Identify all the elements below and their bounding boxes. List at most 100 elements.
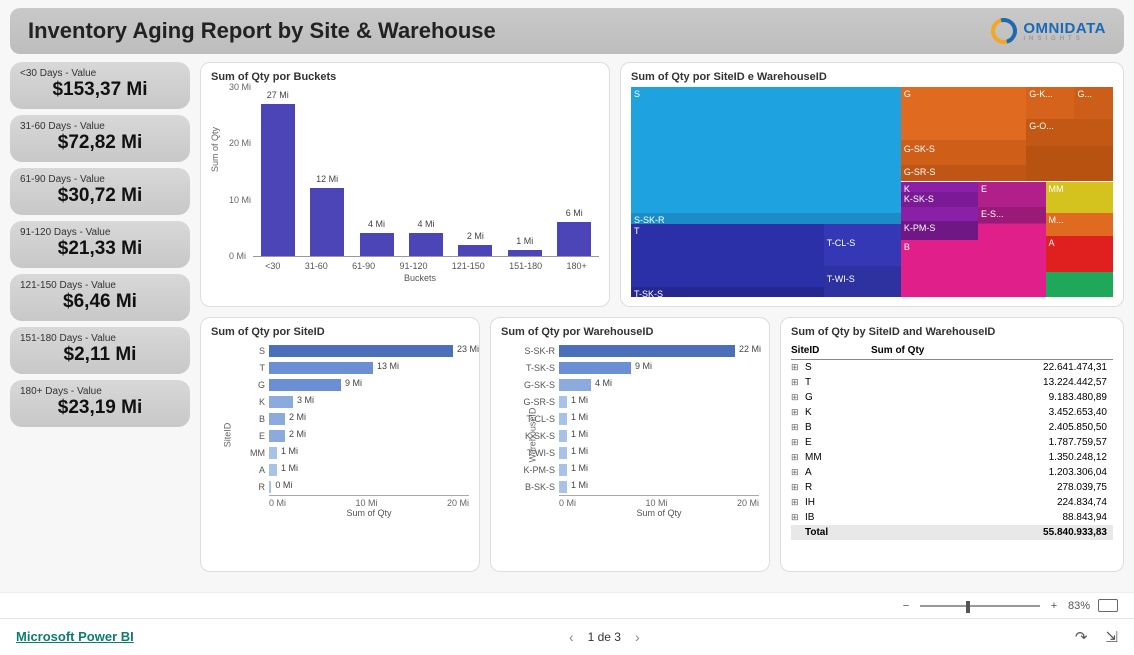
treemap-node[interactable]: M... (1046, 213, 1113, 236)
treemap-node[interactable]: K-SK-S (901, 192, 978, 207)
table-row[interactable]: ⊞T13.224.442,57 (791, 375, 1113, 390)
table-panel[interactable]: Sum of Qty by SiteID and WarehouseID Sit… (780, 317, 1124, 572)
treemap-node[interactable]: S (631, 87, 901, 213)
panel-title: Sum of Qty por WarehouseID (501, 326, 759, 338)
treemap-node[interactable]: G-SR-S (901, 165, 1026, 182)
expand-icon[interactable]: ⊞ (791, 497, 805, 508)
bar[interactable]: 12 Mi (310, 188, 344, 256)
fit-to-page-icon[interactable] (1098, 599, 1118, 612)
hbar-row[interactable]: T-CL-S1 Mi (519, 410, 759, 427)
kpi-card[interactable]: 180+ Days - Value$23,19 Mi (10, 380, 190, 427)
hbar-row[interactable]: K3 Mi (229, 393, 469, 410)
powerbi-link[interactable]: Microsoft Power BI (16, 629, 134, 644)
expand-icon[interactable]: ⊞ (791, 377, 805, 388)
table-row[interactable]: ⊞G9.183.480,89 (791, 390, 1113, 405)
hbar-row[interactable]: T13 Mi (229, 359, 469, 376)
hbar-row[interactable]: T-WI-S1 Mi (519, 444, 759, 461)
kpi-card[interactable]: <30 Days - Value$153,37 Mi (10, 62, 190, 109)
table-row[interactable]: ⊞A1.203.306,04 (791, 465, 1113, 480)
treemap-node[interactable]: T-CL-S (824, 224, 901, 266)
treemap-node[interactable]: G-O... (1026, 119, 1113, 146)
prev-page-button[interactable]: ‹ (569, 629, 574, 645)
treemap-node[interactable]: T-SK-S (631, 287, 824, 298)
treemap-node[interactable]: MM (1046, 182, 1113, 214)
next-page-button[interactable]: › (635, 629, 640, 645)
col-qty[interactable]: Sum of Qty (871, 345, 1113, 356)
kpi-card[interactable]: 31-60 Days - Value$72,82 Mi (10, 115, 190, 162)
hbar-bar (269, 362, 373, 374)
treemap-node[interactable]: T-WI-S (824, 266, 901, 298)
table-row[interactable]: ⊞MM1.350.248,12 (791, 450, 1113, 465)
col-siteid[interactable]: SiteID (791, 345, 871, 356)
expand-icon[interactable]: ⊞ (791, 452, 805, 463)
treemap-node[interactable]: E-S... (978, 207, 1045, 224)
bar[interactable]: 4 Mi (360, 233, 394, 256)
table-row[interactable]: ⊞IB88.843,94 (791, 510, 1113, 525)
expand-icon[interactable]: ⊞ (791, 407, 805, 418)
hbar-bar (269, 396, 293, 408)
treemap-node[interactable]: G... (1074, 87, 1113, 119)
hbar-row[interactable]: S-SK-R22 Mi (519, 342, 759, 359)
table-row[interactable]: ⊞S22.641.474,31 (791, 360, 1113, 375)
hbar-row[interactable]: K-SK-S1 Mi (519, 427, 759, 444)
table-row[interactable]: ⊞R278.039,75 (791, 480, 1113, 495)
bar[interactable]: 1 Mi (508, 250, 542, 256)
treemap-node[interactable]: B (901, 240, 978, 297)
hbar-cat: K (229, 397, 269, 407)
expand-icon[interactable]: ⊞ (791, 512, 805, 523)
hbar-row[interactable]: G-SK-S4 Mi (519, 376, 759, 393)
bar[interactable]: 6 Mi (557, 222, 591, 256)
treemap-panel[interactable]: Sum of Qty por SiteID e WarehouseID SS-S… (620, 62, 1124, 307)
expand-icon[interactable]: ⊞ (791, 437, 805, 448)
bar[interactable]: 4 Mi (409, 233, 443, 256)
expand-icon[interactable]: ⊞ (791, 392, 805, 403)
zoom-slider[interactable] (920, 605, 1040, 607)
site-chart-panel[interactable]: Sum of Qty por SiteID SiteID S23 MiT13 M… (200, 317, 480, 572)
table-row[interactable]: ⊞K3.452.653,40 (791, 405, 1113, 420)
hbar-row[interactable]: G9 Mi (229, 376, 469, 393)
treemap-node[interactable] (1046, 272, 1113, 297)
kpi-card[interactable]: 121-150 Days - Value$6,46 Mi (10, 274, 190, 321)
x-axis-title: Sum of Qty (559, 508, 759, 518)
warehouse-chart-panel[interactable]: Sum of Qty por WarehouseID WarehouseID S… (490, 317, 770, 572)
treemap-node[interactable]: G-SK-S (901, 140, 1026, 165)
treemap-node[interactable]: G (901, 87, 1026, 140)
expand-icon[interactable]: ⊞ (791, 482, 805, 493)
table-row[interactable]: ⊞IH224.834,74 (791, 495, 1113, 510)
hbar-value: 0 Mi (275, 480, 292, 490)
bar[interactable]: 27 Mi (261, 104, 295, 256)
hbar-row[interactable]: A1 Mi (229, 461, 469, 478)
treemap-node[interactable] (1026, 146, 1113, 182)
zoom-out-button[interactable]: − (900, 600, 912, 612)
expand-icon[interactable]: ⊞ (791, 422, 805, 433)
kpi-card[interactable]: 151-180 Days - Value$2,11 Mi (10, 327, 190, 374)
kpi-card[interactable]: 61-90 Days - Value$30,72 Mi (10, 168, 190, 215)
table-row[interactable]: ⊞B2.405.850,50 (791, 420, 1113, 435)
buckets-chart-panel[interactable]: Sum of Qty por Buckets Sum of Qty 27 Mi1… (200, 62, 610, 307)
hbar-row[interactable]: MM1 Mi (229, 444, 469, 461)
hbar-row[interactable]: G-SR-S1 Mi (519, 393, 759, 410)
expand-icon[interactable]: ⊞ (791, 362, 805, 373)
zoom-in-button[interactable]: + (1048, 600, 1060, 612)
treemap-node[interactable]: A (1046, 236, 1113, 272)
hbar-row[interactable]: B-SK-S1 Mi (519, 478, 759, 495)
hbar-row[interactable]: B2 Mi (229, 410, 469, 427)
expand-icon[interactable]: ⊞ (791, 467, 805, 478)
hbar-row[interactable]: S23 Mi (229, 342, 469, 359)
treemap-node[interactable]: K-PM-S (901, 221, 978, 240)
treemap-node[interactable]: S-SK-R (631, 213, 901, 224)
hbar-row[interactable]: R0 Mi (229, 478, 469, 495)
share-icon[interactable]: ↷ (1075, 628, 1088, 646)
card-label: <30 Days - Value (20, 68, 180, 79)
hbar-row[interactable]: E2 Mi (229, 427, 469, 444)
hbar-row[interactable]: K-PM-S1 Mi (519, 461, 759, 478)
treemap-node[interactable] (978, 224, 1045, 298)
fullscreen-icon[interactable]: ⇲ (1105, 628, 1118, 646)
hbar-row[interactable]: T-SK-S9 Mi (519, 359, 759, 376)
zoom-thumb[interactable] (966, 601, 970, 613)
table-row[interactable]: ⊞E1.787.759,57 (791, 435, 1113, 450)
cell-site: S (805, 362, 871, 373)
bar[interactable]: 2 Mi (458, 245, 492, 256)
treemap-node[interactable]: G-K... (1026, 87, 1074, 119)
kpi-card[interactable]: 91-120 Days - Value$21,33 Mi (10, 221, 190, 268)
